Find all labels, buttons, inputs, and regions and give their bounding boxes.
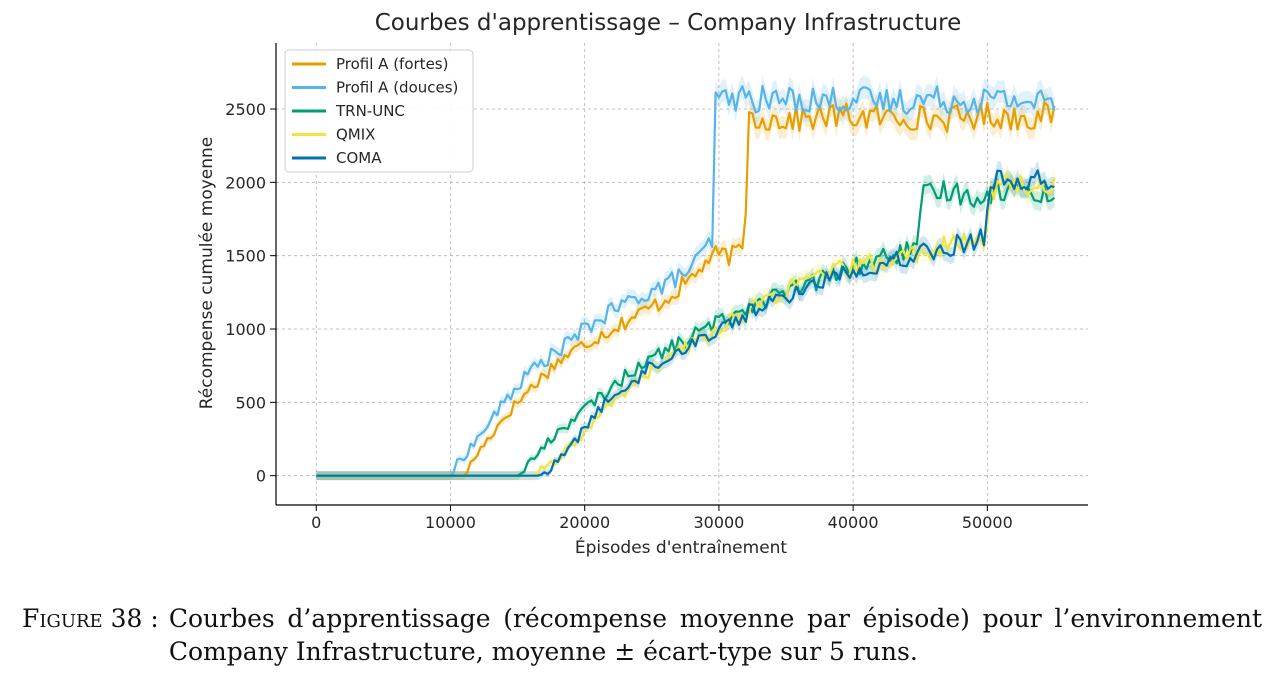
y-tick-label: 0 [256, 467, 266, 486]
x-tick-label: 0 [311, 513, 321, 532]
y-tick-label: 500 [235, 393, 266, 412]
x-tick-label: 30000 [693, 513, 744, 532]
y-axis-label: Récompense cumulée moyenne [197, 137, 217, 410]
legend-box [284, 49, 474, 173]
std-band [316, 91, 1055, 481]
y-ticks: 0 500 1000 1500 2000 2500 [225, 100, 276, 486]
std-band [316, 160, 1055, 481]
legend-label: Profil A (fortes) [336, 55, 448, 73]
series-line [316, 179, 1056, 477]
y-tick-label: 1000 [225, 320, 266, 339]
axes [275, 43, 1088, 506]
legend-label: Profil A (douces) [336, 79, 458, 97]
x-axis-label: Épisodes d'entraînement [575, 536, 788, 558]
legend-label: COMA [336, 149, 382, 167]
y-tick-label: 2000 [225, 173, 266, 192]
series-line [316, 169, 1055, 477]
chart: Courbes d'apprentissage – Company Infras… [197, 10, 1088, 558]
y-tick-label: 1500 [225, 247, 266, 266]
series-line [316, 172, 1056, 477]
y-tick-label: 2500 [225, 100, 266, 119]
legend: Profil A (fortes) Profil A (douces) TRN-UN… [284, 49, 474, 173]
legend-label: TRN-UNC [335, 102, 405, 120]
std-band [316, 164, 1055, 481]
figure-caption: Figure 38 : Courbes d’apprentissage (réc… [22, 602, 1262, 668]
chart-title: Courbes d'apprentissage – Company Infras… [375, 10, 962, 36]
std-band [316, 74, 1055, 481]
x-tick-label: 40000 [828, 513, 879, 532]
caption-text: Courbes d’apprentissage (récompense moye… [168, 604, 1262, 666]
series-lines [316, 84, 1056, 477]
x-tick-label: 10000 [425, 513, 476, 532]
legend-label: QMIX [336, 126, 375, 144]
x-tick-label: 50000 [962, 513, 1013, 532]
x-ticks: 0 10000 20000 30000 40000 50000 [311, 505, 1013, 532]
x-tick-label: 20000 [559, 513, 610, 532]
std-band [316, 170, 1055, 481]
caption-label: Figure 38 : [22, 604, 159, 633]
